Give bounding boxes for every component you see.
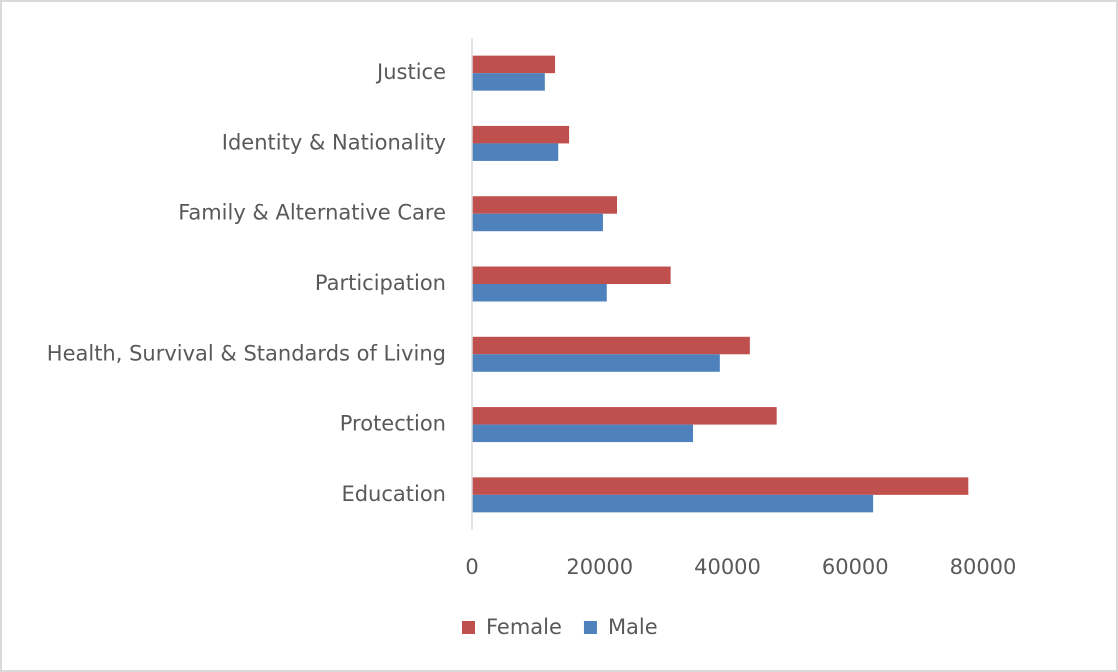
bar xyxy=(472,354,720,372)
y-tick-label: Protection xyxy=(340,412,446,436)
y-tick-label: Justice xyxy=(375,60,446,84)
bar xyxy=(472,477,969,495)
bar xyxy=(472,494,874,513)
x-tick-label: 60000 xyxy=(822,555,889,579)
bar xyxy=(472,407,777,425)
bar xyxy=(472,143,559,161)
y-tick-label: Participation xyxy=(315,271,446,295)
y-tick-label: Family & Alternative Care xyxy=(178,201,446,225)
x-tick-label: 20000 xyxy=(566,555,633,579)
y-tick-label: Health, Survival & Standards of Living xyxy=(47,341,446,365)
y-tick-label: Identity & Nationality xyxy=(222,130,446,154)
legend-label: Male xyxy=(608,615,658,639)
x-tick-label: 40000 xyxy=(694,555,761,579)
bar xyxy=(472,336,750,355)
bar xyxy=(472,55,556,74)
bar xyxy=(472,266,671,284)
bar xyxy=(472,196,617,214)
x-tick-label: 0 xyxy=(465,555,478,579)
y-tick-label: Education xyxy=(341,482,446,506)
bar xyxy=(472,284,607,302)
legend-swatch xyxy=(462,621,475,634)
legend-swatch xyxy=(583,621,597,634)
bar xyxy=(472,213,603,232)
x-tick-label: 80000 xyxy=(950,555,1017,579)
bar xyxy=(472,125,570,144)
bar xyxy=(472,73,545,91)
legend-label: Female xyxy=(486,615,562,639)
bar xyxy=(472,424,694,443)
